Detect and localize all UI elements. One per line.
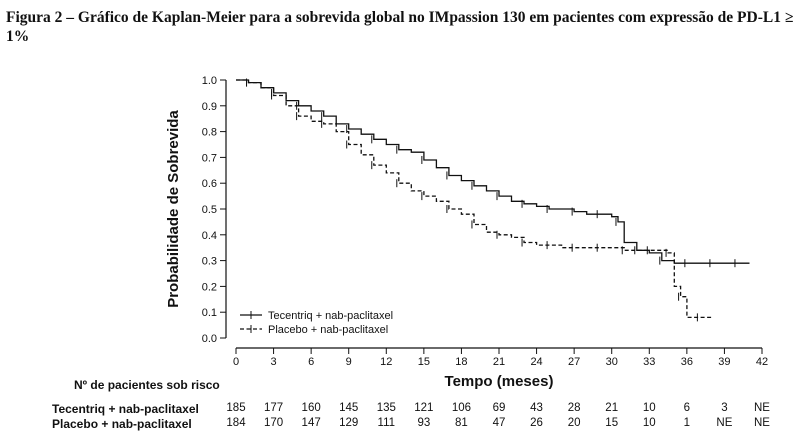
y-tick-label: 0.3 (202, 256, 217, 268)
risk-cell: 121 (414, 402, 434, 414)
risk-cell: NE (754, 417, 770, 429)
y-tick-label: 0.4 (202, 230, 217, 242)
survival-curve-tecentriq (236, 79, 750, 264)
risk-cell: 47 (492, 417, 506, 429)
y-tick-label: 0.8 (202, 127, 217, 139)
y-tick-label: 0.2 (202, 281, 217, 293)
risk-cell: 81 (455, 417, 468, 429)
risk-table-title: Nº de pacientes sob risco (74, 378, 220, 392)
risk-cell: 15 (605, 417, 619, 429)
x-tick-label: 15 (418, 356, 430, 368)
x-tick-label: 3 (271, 356, 277, 368)
risk-cell: 93 (417, 417, 431, 429)
risk-cell: 43 (530, 402, 543, 414)
risk-cell: 170 (263, 417, 284, 429)
risk-cell: NE (754, 402, 770, 414)
y-axis-label: Probabilidade de Sobrevida (165, 110, 182, 308)
risk-cell: 135 (376, 402, 396, 414)
x-tick-label: 27 (568, 356, 580, 368)
risk-cell: 3 (721, 402, 728, 414)
risk-cell: NE (716, 417, 733, 429)
risk-cell: 28 (567, 402, 581, 414)
x-tick-label: 18 (455, 356, 467, 368)
y-tick-label: 0.0 (202, 333, 217, 345)
risk-row-label: Placebo + nab-paclitaxel (52, 417, 192, 431)
x-tick-label: 36 (681, 356, 693, 368)
figure-caption: Figura 2 – Gráfico de Kaplan-Meier para … (6, 9, 794, 45)
risk-cell: 145 (339, 402, 359, 414)
y-tick-label: 0.1 (202, 307, 217, 319)
y-tick-label: 0.6 (202, 178, 217, 190)
x-tick-label: 0 (233, 356, 239, 368)
x-tick-label: 42 (756, 356, 768, 368)
risk-cell: 6 (683, 402, 691, 414)
y-tick-label: 0.9 (202, 101, 217, 113)
survival-curve-placebo (236, 79, 712, 319)
risk-cell: 69 (492, 402, 506, 414)
risk-cell: 185 (226, 402, 246, 414)
risk-cell: 184 (226, 417, 246, 429)
risk-cell: 111 (377, 417, 396, 429)
y-tick-label: 0.5 (202, 204, 217, 216)
risk-cell: 177 (263, 402, 284, 414)
risk-cell: 26 (530, 417, 543, 429)
y-tick-label: 1.0 (202, 75, 217, 87)
x-tick-label: 21 (493, 356, 505, 368)
risk-cell: 1 (683, 417, 691, 429)
risk-cell: 106 (451, 402, 472, 414)
x-tick-label: 6 (308, 356, 314, 368)
x-tick-label: 39 (718, 356, 730, 368)
risk-row-label: Tecentriq + nab-paclitaxel (52, 402, 199, 416)
legend-label-tecentriq: Tecentriq + nab-paclitaxel (268, 310, 393, 322)
x-tick-label: 24 (530, 356, 542, 368)
risk-cell: 10 (642, 402, 656, 414)
x-tick-label: 30 (606, 356, 618, 368)
y-tick-label: 0.7 (202, 152, 217, 164)
risk-cell: 160 (301, 402, 321, 414)
legend-label-placebo: Placebo + nab-paclitaxel (268, 324, 388, 336)
x-tick-label: 33 (643, 356, 655, 368)
risk-cell: 20 (567, 417, 581, 429)
risk-cell: 147 (301, 417, 321, 429)
risk-cell: 10 (642, 417, 656, 429)
risk-cell: 21 (605, 402, 619, 414)
x-tick-label: 12 (380, 356, 392, 368)
risk-cell: 129 (339, 417, 359, 429)
x-tick-label: 9 (346, 356, 352, 368)
x-axis-label: Tempo (meses) (445, 373, 554, 390)
